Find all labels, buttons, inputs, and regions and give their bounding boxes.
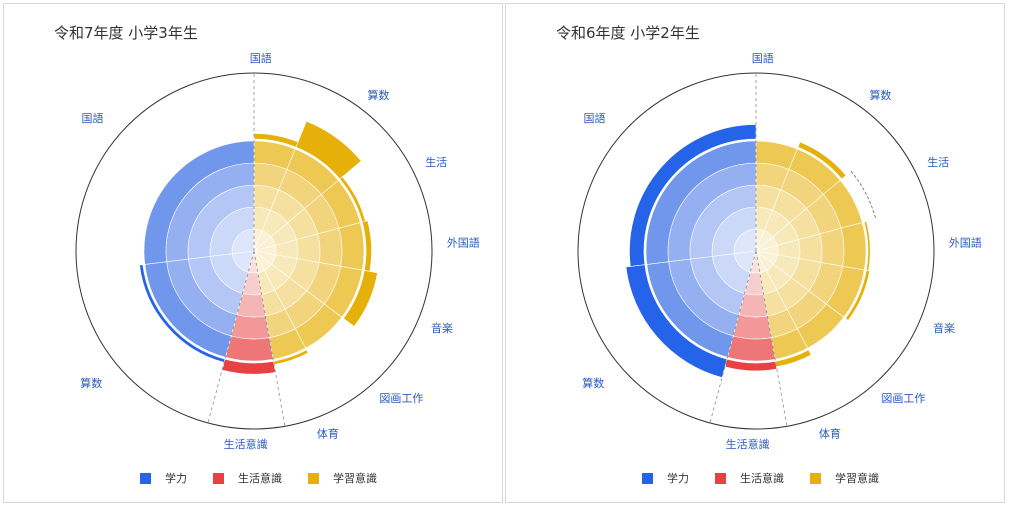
segment-value-band [221, 358, 276, 375]
segment-value-band [343, 270, 378, 327]
segment-value-band [845, 270, 870, 321]
polar-segment[interactable] [629, 124, 757, 267]
category-label: 体育 [819, 426, 841, 440]
category-label: 生活意識 [224, 437, 268, 451]
polar-segment[interactable] [253, 220, 372, 272]
category-label: 国語 [752, 51, 774, 65]
legend-swatch [140, 472, 151, 484]
polar-segment[interactable] [755, 221, 871, 272]
category-label: 音楽 [431, 321, 453, 335]
polar-segment[interactable] [253, 176, 366, 252]
polar-segment[interactable] [221, 250, 276, 375]
category-label: 外国語 [447, 236, 480, 250]
segment-ring [338, 222, 365, 271]
category-label: 算数 [582, 376, 604, 390]
legend-label: 学習意識 [333, 472, 377, 485]
polar-segment[interactable] [755, 250, 845, 349]
outer-circle [75, 72, 433, 430]
legend-item-gakushu[interactable]: 学習意識 [810, 470, 879, 486]
category-label: 国語 [250, 51, 272, 65]
polar-segment[interactable] [143, 140, 255, 265]
legend-label: 学力 [165, 472, 187, 485]
segment-ring [840, 222, 867, 271]
category-label: 生活意識 [726, 437, 770, 451]
legend: 学力 生活意識 学習意識 [642, 470, 905, 486]
polar-segment[interactable] [755, 250, 812, 368]
legend-swatch [213, 472, 224, 484]
polar-segment[interactable] [253, 250, 309, 365]
category-label: 生活 [927, 155, 949, 169]
segment-ring [230, 314, 270, 340]
legend-item-gakuryoku[interactable]: 学力 [642, 470, 689, 486]
segment-ring [732, 314, 772, 340]
segment-value-band [629, 124, 757, 267]
legend-item-gakuryoku[interactable]: 学力 [140, 470, 187, 486]
category-label: 算数 [80, 376, 102, 390]
chart-title: 令和6年度 小学2年生 [556, 24, 700, 42]
polar-segment[interactable] [625, 250, 757, 378]
reference-arc [850, 171, 877, 220]
polar-segment[interactable] [253, 250, 378, 327]
polar-segment[interactable] [253, 250, 343, 349]
polar-segment[interactable] [253, 120, 362, 252]
legend-item-gakushu[interactable]: 学習意識 [308, 470, 377, 486]
legend: 学力 生活意識 学習意識 [140, 470, 403, 486]
segment-ring [317, 227, 343, 267]
segment-value-band [139, 264, 226, 363]
legend-label: 学力 [667, 472, 689, 485]
chart-panel-r6: 令和6年度 小学2年生 国語 算数 生活 外国語 音楽 図画工作 体育 生活意識 算数 国語 学力… [505, 3, 1005, 503]
polar-segment[interactable] [755, 171, 877, 252]
category-label: 図画工作 [881, 392, 925, 405]
segment-ring [819, 227, 845, 267]
category-label: 算数 [869, 88, 891, 102]
category-label: 体育 [317, 426, 339, 440]
segment-ring [225, 335, 274, 362]
polar-segment[interactable] [724, 250, 778, 372]
segment-value-band [797, 141, 847, 180]
legend-swatch [810, 472, 821, 484]
outer-circle [577, 72, 935, 430]
segment-ring [727, 335, 776, 362]
category-label: 国語 [583, 111, 605, 125]
category-label: 図画工作 [379, 392, 423, 405]
legend-swatch [715, 472, 726, 484]
category-label: 外国語 [949, 236, 982, 250]
legend-swatch [642, 472, 653, 484]
category-label: 国語 [81, 111, 103, 125]
category-label: 生活 [425, 155, 447, 169]
legend-item-seikatsu[interactable]: 生活意識 [715, 470, 784, 486]
legend-swatch [308, 472, 319, 484]
legend-label: 生活意識 [238, 472, 282, 485]
category-label: 算数 [367, 88, 389, 102]
legend-label: 学習意識 [835, 472, 879, 485]
chart-panel-r7: 令和7年度 小学3年生 国語 算数 生活 外国語 音楽 図画工作 体育 生活意識 算数 国語 学力… [3, 3, 503, 503]
legend-label: 生活意識 [740, 472, 784, 485]
legend-item-seikatsu[interactable]: 生活意識 [213, 470, 282, 486]
category-label: 音楽 [933, 321, 955, 335]
polar-segment[interactable] [755, 250, 870, 321]
chart-title: 令和7年度 小学3年生 [54, 24, 198, 42]
